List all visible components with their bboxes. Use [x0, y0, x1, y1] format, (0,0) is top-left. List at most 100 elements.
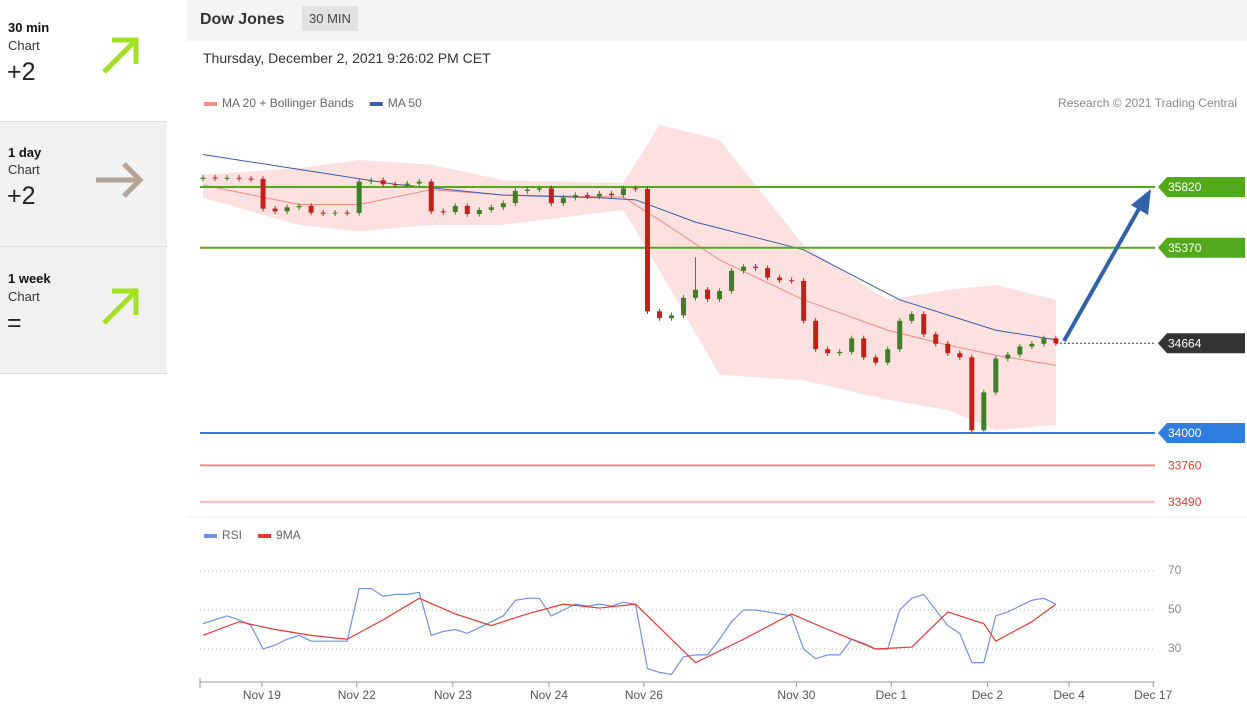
candle-body — [969, 357, 975, 431]
signal: = — [7, 309, 22, 337]
candle-body — [260, 178, 266, 209]
candle-body — [584, 195, 590, 197]
level-label: 35820 — [1168, 180, 1202, 194]
legend-swatch — [204, 534, 217, 538]
candle-body — [272, 208, 278, 212]
candle-body — [500, 203, 506, 208]
interval-badge[interactable]: 30 MIN — [302, 6, 358, 31]
level-tag — [1158, 333, 1245, 354]
legend-swatch — [369, 102, 383, 106]
candle-body — [608, 193, 614, 196]
candle-body — [380, 180, 386, 185]
candle-body — [897, 320, 903, 350]
legend-label: RSI — [222, 528, 242, 542]
candle-body — [308, 205, 314, 213]
rsi-line — [202, 587, 1057, 676]
candle-body — [993, 358, 999, 393]
candle-body — [981, 392, 987, 431]
rsi-line — [202, 597, 1057, 664]
item-label: Chart — [8, 38, 40, 53]
signal-item[interactable]: 1 day Chart +2 — [0, 122, 167, 247]
x-tick-label: Dec 17 — [1134, 688, 1172, 702]
legend-swatch — [204, 102, 217, 106]
candle-body — [668, 315, 674, 319]
candle-body — [560, 197, 566, 204]
candle-body — [681, 297, 687, 316]
level-label: 33490 — [1168, 495, 1202, 509]
signal-item[interactable]: 1 week Chart = — [0, 247, 167, 374]
level-tag — [1158, 422, 1245, 443]
candle-body — [416, 181, 422, 184]
candle-body — [224, 177, 230, 179]
bollinger-band — [203, 124, 1056, 431]
candle-body — [909, 314, 915, 321]
trend-icon — [102, 37, 139, 74]
x-tick-label: Nov 22 — [338, 688, 376, 702]
candle-body — [236, 177, 242, 179]
candle-body — [656, 311, 662, 319]
trend-icon — [102, 288, 139, 325]
candle-body — [320, 212, 326, 214]
candle-body — [885, 349, 891, 363]
candle-body — [921, 314, 927, 335]
signal-item[interactable]: 30 min Chart +2 — [0, 0, 167, 122]
candle-body — [801, 280, 807, 321]
candle-body — [464, 205, 470, 215]
candle-body — [356, 181, 362, 213]
projection-arrow — [1062, 189, 1151, 342]
candle-body — [332, 212, 338, 214]
candle-body — [729, 270, 735, 292]
candle-body — [620, 188, 626, 196]
arrow-shaft — [1062, 206, 1142, 342]
candle-body — [717, 291, 723, 300]
candle-body — [428, 181, 434, 212]
level-label: 35370 — [1168, 241, 1202, 255]
x-tick-label: Dec 4 — [1053, 688, 1085, 702]
candle-body — [1053, 338, 1059, 344]
level-label: 33760 — [1168, 459, 1202, 473]
candle-body — [1017, 346, 1023, 355]
candle-body — [512, 191, 518, 204]
period: 1 week — [8, 271, 51, 286]
candle-body — [632, 188, 638, 190]
x-tick-label: Nov 26 — [625, 688, 663, 702]
signal: +2 — [7, 182, 36, 210]
x-tick-label: Dec 1 — [876, 688, 908, 702]
candle-body — [440, 211, 446, 213]
trend-icon — [96, 162, 144, 198]
level-tag — [1158, 237, 1245, 258]
candle-body — [813, 320, 819, 350]
candle-body — [476, 209, 482, 215]
candle-body — [1029, 343, 1035, 347]
candle-body — [212, 177, 218, 179]
y-tick-label: 30 — [1168, 641, 1182, 655]
instrument: Dow Jones — [200, 11, 285, 28]
level-label: 34000 — [1168, 426, 1202, 440]
candle-body — [693, 289, 699, 298]
candle-body — [873, 357, 879, 363]
credit: Research © 2021 Trading Central — [1058, 96, 1237, 110]
candle-body — [200, 177, 206, 179]
y-tick-label: 70 — [1168, 563, 1182, 577]
candle-body — [861, 338, 867, 358]
legend-label: 9MA — [276, 528, 301, 542]
item-label: Chart — [8, 289, 40, 304]
candle-body — [777, 277, 783, 281]
arrow-head — [1131, 189, 1151, 215]
candle-body — [536, 188, 542, 190]
header: Dow Jones 30 MIN — [187, 0, 1247, 41]
candle-body — [368, 180, 374, 182]
timestamp: Thursday, December 2, 2021 9:26:02 PM CE… — [203, 50, 491, 66]
candle-body — [572, 195, 578, 198]
candle-body — [452, 205, 458, 212]
level-tag — [1158, 176, 1245, 197]
signal: +2 — [7, 58, 36, 86]
candle-body — [488, 207, 494, 210]
candle-body — [765, 268, 771, 278]
x-tick-label: Nov 23 — [434, 688, 472, 702]
candle-body — [789, 280, 795, 282]
period: 30 min — [8, 20, 50, 35]
candle-body — [933, 334, 939, 344]
candle-body — [1005, 354, 1011, 359]
